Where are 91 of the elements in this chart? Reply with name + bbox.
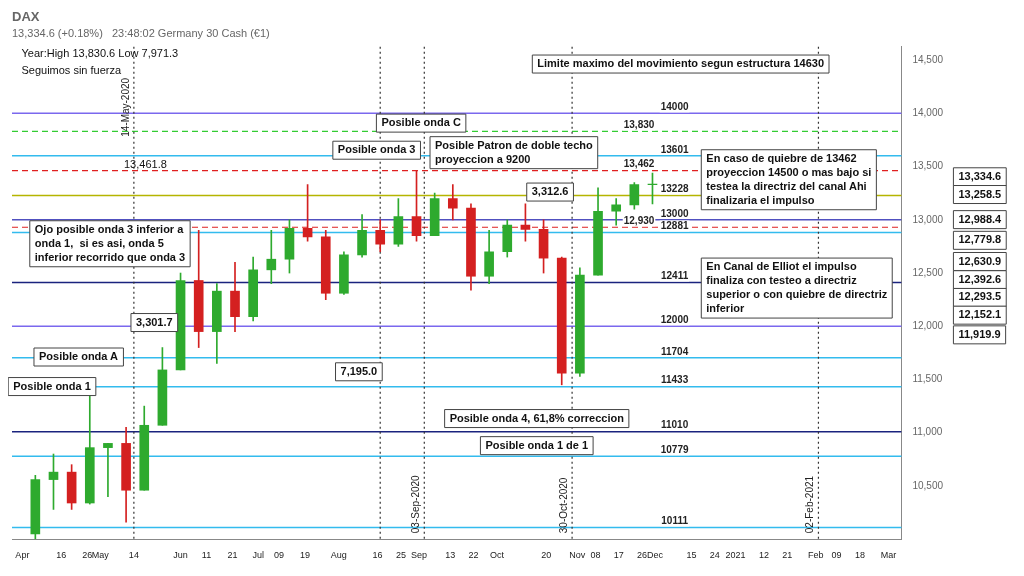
x-tick-label: 13 <box>445 550 456 561</box>
x-tick-label: Nov <box>569 550 586 561</box>
annotation: Ojo posible onda 3 inferior a onda 1, si es asi, onda 5 inferior recorrido que onda 3 <box>34 222 186 263</box>
x-tick-label: 19 <box>300 550 311 561</box>
annotation: Limite maximo del movimiento segun estructura 14630 <box>537 57 825 70</box>
x-tick-label: Feb <box>808 550 824 561</box>
y-tick-label: 11,500 <box>912 373 943 385</box>
ref-line-label: 13228 <box>660 183 689 195</box>
ref-line-label: 11704 <box>660 345 689 357</box>
x-tick-label: 09 <box>831 550 842 561</box>
x-tick-label: 17 <box>613 550 624 561</box>
x-tick-label: 21 <box>227 550 238 561</box>
x-tick-label: Dec <box>647 550 664 561</box>
annotation: Year:High 13,830.6 Low 7,971.3 <box>21 47 179 60</box>
x-tick-label: 22 <box>468 550 479 561</box>
x-tick-label: Apr <box>15 550 30 561</box>
ref-line-label: 12411 <box>660 270 689 282</box>
text: 12,293.5 <box>958 290 1002 303</box>
ref-line-label: 14000 <box>660 101 689 113</box>
annotation: Posible Patron de doble techo proyeccion a 9200 <box>435 138 593 165</box>
ref-line-label: 12000 <box>660 314 689 326</box>
ref-line-label: 10111 <box>661 515 689 527</box>
x-tick-label: 09 <box>274 550 285 561</box>
annotation: Posible onda 1 de 1 <box>485 438 589 451</box>
text: 12,779.8 <box>958 233 1002 246</box>
x-tick-label: Jun <box>173 550 188 561</box>
x-tick-label: Mar <box>880 550 897 561</box>
x-tick-label: 20 <box>541 550 552 561</box>
annotation: 3,312.6 <box>531 185 569 198</box>
y-tick-label: 12,500 <box>912 266 944 278</box>
ref-line-label: 13000 <box>660 207 689 219</box>
x-tick-label: Aug <box>330 550 347 561</box>
text: 11,919.9 <box>958 327 1001 340</box>
x-tick-label: 11 <box>201 550 212 561</box>
ref-line-label: 30-Oct-2020 <box>557 477 569 534</box>
x-tick-label: 24 <box>709 550 720 561</box>
text: 12,152.1 <box>958 308 1002 321</box>
annotation: Posible onda C <box>381 116 461 129</box>
x-tick-label: 26 <box>82 550 93 561</box>
annotation: 3,301.7 <box>135 315 173 328</box>
annotation: 13,461.8 <box>124 158 167 171</box>
y-tick-label: 10,500 <box>912 479 944 491</box>
chart-title: DAX <box>12 9 40 25</box>
text: 12,988.4 <box>958 212 1003 225</box>
annotation: 7,195.0 <box>340 364 378 377</box>
x-tick-label: 25 <box>395 550 406 561</box>
y-tick-label: 13,000 <box>912 213 944 225</box>
chart-subtitle: 13,334.6 (+0.18%) 23:48:02 Germany 30 Cash (€1) <box>12 27 270 40</box>
x-tick-label: 15 <box>686 550 697 561</box>
annotation: Posible onda A <box>38 350 119 363</box>
x-tick-label: 16 <box>372 550 383 561</box>
y-tick-label: 14,000 <box>912 107 944 119</box>
candlestick <box>266 230 277 285</box>
x-tick-label: 08 <box>590 550 601 561</box>
ref-line-label: 11010 <box>660 419 689 431</box>
ref-line-label: 12881 <box>660 220 689 232</box>
ref-line-label: 13601 <box>660 143 689 155</box>
ref-line-label: 11433 <box>660 374 689 386</box>
ref-line-label: 10779 <box>660 444 689 456</box>
annotation: En caso de quiebre de 13462 proyeccion 14500 o mas bajo si testea la directriz del canal Ahi finalizaria el impulso <box>706 151 872 206</box>
ref-line-label: 12,930 <box>623 215 655 227</box>
text: 13,334.6 <box>958 169 1002 182</box>
x-tick-label: 14 <box>128 550 139 561</box>
x-tick-label: 18 <box>854 550 865 561</box>
x-tick-label: 21 <box>782 550 793 561</box>
x-tick-label: May <box>91 550 110 561</box>
ref-line-label: 13,462 <box>623 158 655 170</box>
ref-line-label: 13,830 <box>623 119 655 131</box>
text: 12,392.6 <box>958 272 1002 285</box>
y-tick-label: 11,000 <box>912 426 943 438</box>
x-tick-label: Oct <box>489 550 505 561</box>
x-tick-label: Sep <box>411 550 428 561</box>
x-tick-label: 2021 <box>725 550 746 561</box>
x-tick-label: 16 <box>56 550 67 561</box>
text: 12,630.9 <box>958 254 1002 267</box>
annotation: Posible onda 1 <box>13 379 91 392</box>
ref-line-label: 14-May-2020 <box>119 77 131 137</box>
x-tick-label: Jul <box>252 550 265 561</box>
annotation: En Canal de Elliot el impulso finaliza con testeo a directriz superior o con quiebre de directriz inferior <box>706 260 888 315</box>
ref-line-label: 03-Sep-2020 <box>410 474 422 534</box>
y-tick-label: 13,500 <box>912 160 944 172</box>
x-tick-label: 12 <box>758 550 769 561</box>
y-tick-label: 14,500 <box>912 53 944 65</box>
ref-line-label: 02-Feb-2021 <box>804 475 816 534</box>
annotation: Posible onda 4, 61,8% correccion <box>449 411 625 424</box>
annotation: Seguimos sin fuerza <box>21 64 122 77</box>
x-tick-label: 26 <box>637 550 648 561</box>
text: 13,258.5 <box>958 187 1002 200</box>
annotation: Posible onda 3 <box>337 143 416 156</box>
y-tick-label: 12,000 <box>912 320 944 332</box>
candlestick <box>103 443 113 497</box>
